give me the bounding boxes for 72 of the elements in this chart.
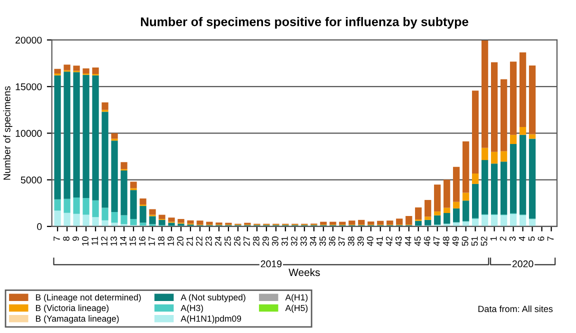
x-tick-label: 42 <box>386 236 392 246</box>
x-tick-label: 40 <box>366 236 374 246</box>
x-tick-label: 48 <box>442 236 450 246</box>
legend-label: B (Yamagata lineage) <box>36 315 119 324</box>
x-tick-label: 43 <box>395 236 402 246</box>
x-tick-label: 23 <box>205 236 212 246</box>
legend-label: A(H3) <box>180 304 203 313</box>
x-tick-label: 27 <box>243 236 250 246</box>
text: 2020 <box>512 260 534 268</box>
y-tick-label: 0 <box>37 223 42 230</box>
x-tick-label: 36 <box>328 236 336 246</box>
x-tick-label: 24 <box>214 236 222 246</box>
x-tick-label: 30 <box>272 236 278 246</box>
legend-label: A(H1N1)pdm09 <box>180 315 242 324</box>
legend-label: B (Lineage not determined) <box>36 294 141 302</box>
legend-label: A (Not subtyped) <box>180 294 246 302</box>
x-tick-label: 31 <box>281 236 288 246</box>
x-tick-label: 34 <box>310 236 316 246</box>
y-tick-label: 20000 <box>16 36 42 44</box>
x-tick-label: 21 <box>186 236 193 246</box>
x-tick-label: 8 <box>63 236 70 241</box>
x-tick-label: 10 <box>82 236 88 246</box>
text: 2019 <box>260 260 282 268</box>
legend-label: B (Victoria lineage) <box>36 304 109 313</box>
x-tick-label: 52 <box>480 236 488 246</box>
x-tick-label: 51 <box>471 236 478 246</box>
chart-title: Number of specimens positive for influenza by subtype <box>140 17 468 29</box>
x-tick-label: 18 <box>158 236 164 246</box>
x-tick-label: 29 <box>262 236 269 246</box>
x-tick-label: 16 <box>139 236 146 246</box>
x-tick-label: 11 <box>92 236 98 245</box>
x-tick-label: 4 <box>518 236 526 241</box>
x-tick-label: 50 <box>462 236 468 246</box>
x-tick-label: 41 <box>376 236 383 246</box>
x-tick-label: 19 <box>168 236 174 246</box>
x-tick-label: 7 <box>54 236 60 241</box>
y-tick-label: 5000 <box>20 176 42 184</box>
x-tick-label: 32 <box>290 236 298 246</box>
x-tick-label: 7 <box>547 236 554 241</box>
text: Data from: All sites <box>478 305 553 312</box>
x-tick-label: 46 <box>424 236 430 246</box>
legend-label: A(H5) <box>285 304 308 313</box>
x-tick-label: 6 <box>538 236 544 241</box>
x-tick-label: 2 <box>500 236 506 241</box>
legend-label: A(H1) <box>285 294 308 302</box>
x-tick-label: 1 <box>490 236 497 240</box>
x-tick-label: 22 <box>196 236 202 246</box>
y-axis-title: Number of specimens <box>3 86 12 180</box>
x-tick-label: 12 <box>101 236 108 246</box>
x-tick-label: 9 <box>72 236 79 241</box>
x-tick-label: 38 <box>348 236 354 246</box>
x-tick-label: 3 <box>509 236 516 241</box>
x-tick-label: 20 <box>177 236 184 246</box>
y-tick-label: 15000 <box>16 83 42 90</box>
x-tick-label: 25 <box>224 236 231 246</box>
y-tick-label: 10000 <box>16 130 42 137</box>
x-tick-label: 39 <box>357 236 364 246</box>
x-tick-label: 47 <box>433 236 440 246</box>
x-tick-label: 33 <box>300 236 307 246</box>
x-tick-label: 13 <box>110 236 117 246</box>
x-tick-label: 14 <box>120 236 126 246</box>
x-tick-label: 28 <box>252 236 260 246</box>
x-tick-label: 49 <box>452 236 459 246</box>
x-tick-label: 5 <box>528 236 535 241</box>
x-tick-label: 44 <box>404 236 412 246</box>
x-axis-title: Weeks <box>288 268 320 276</box>
x-tick-label: 26 <box>234 236 240 246</box>
x-tick-label: 35 <box>319 236 326 246</box>
x-tick-label: 37 <box>338 236 345 246</box>
x-tick-label: 17 <box>148 236 155 246</box>
x-tick-label: 15 <box>130 236 136 246</box>
x-tick-label: 45 <box>414 236 421 246</box>
